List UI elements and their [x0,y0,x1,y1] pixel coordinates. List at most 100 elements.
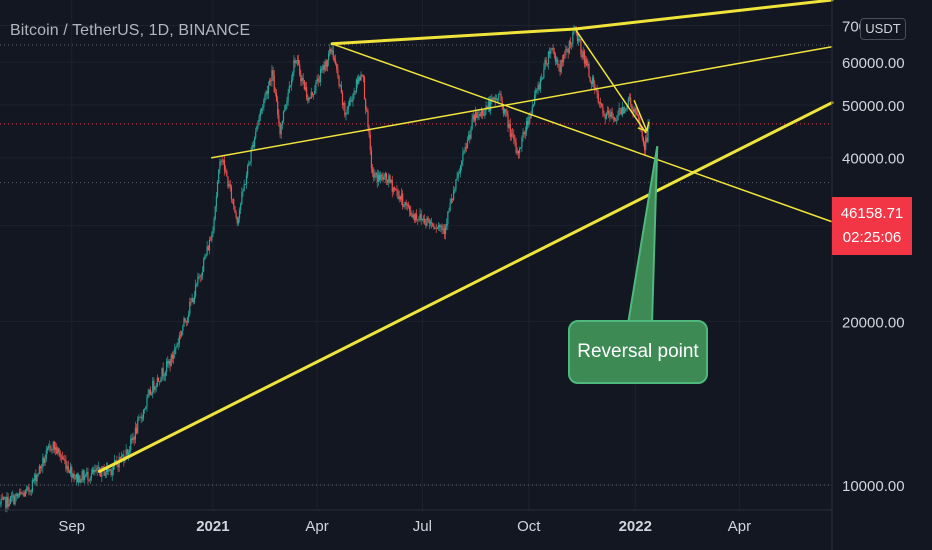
candle-body [557,59,559,65]
candle [240,202,242,215]
candle [30,489,32,497]
candle-body [301,77,303,82]
candle-body [71,466,73,478]
candle [181,331,183,338]
candle-body [536,89,538,91]
candle-body [89,477,91,481]
candle-body [446,223,448,226]
currency-button[interactable]: USDT [860,18,906,40]
candle-body [141,418,143,419]
candle [82,469,84,483]
candle-body [323,65,325,71]
candle-body [522,132,524,138]
candle-body [137,419,139,433]
candle [326,59,329,72]
reversal-callout[interactable]: Reversal point [568,320,708,384]
candle [643,140,646,155]
candle [141,414,143,422]
candle-body [234,206,236,213]
candle-body [65,460,67,469]
candle-body [38,466,40,475]
candle [149,386,152,396]
candle [545,56,547,67]
candle [93,466,95,476]
trendlines[interactable] [98,0,834,473]
candle [398,190,400,203]
candle [292,71,294,83]
candle-body [220,160,222,162]
candle-body [295,61,297,64]
candle-body [566,48,568,50]
candle-body [188,314,190,318]
candle-body [472,115,474,119]
candle-body [404,202,406,207]
candle [60,453,62,463]
candle-body [513,134,515,139]
time-axis[interactable]: Sep 2021 Apr Jul Oct 2022 Apr [0,509,832,535]
candle [459,164,462,178]
candle-body [94,470,96,472]
candle [169,358,171,372]
candle [297,54,300,66]
candle [555,56,558,65]
candle [435,223,437,233]
candle [483,109,485,117]
candle [42,453,44,474]
candle-body [441,225,443,230]
candle [536,88,538,94]
candle [517,150,520,160]
candle [321,66,323,73]
candle-body [164,371,167,376]
candle [94,464,96,476]
candle [53,440,55,454]
candle-body [45,450,47,460]
candle-body [508,124,510,128]
candle-body [447,211,449,224]
candle [613,116,616,123]
candle [347,101,349,115]
candle [135,423,138,435]
candle-body [597,93,599,103]
candle [444,223,447,240]
candle-body [456,177,458,180]
candle [179,330,182,340]
candle-body [44,459,46,464]
candle-body [326,60,329,67]
candle-body [201,271,204,276]
candle [413,213,415,224]
candle-body [4,496,6,498]
candle [587,58,589,69]
candle [561,55,563,67]
candle [66,461,68,474]
candle [352,93,354,107]
candle [312,93,315,100]
candle-body [157,377,160,382]
candle-body [193,296,196,303]
candle-body [30,490,32,492]
candle [598,101,601,108]
candle [527,116,529,130]
candle [285,104,287,111]
candle-body [214,206,216,219]
candle [361,74,363,77]
candle-body [528,117,530,126]
candle-body [64,459,66,461]
candle [462,147,464,167]
candle-body [88,480,90,481]
candle-body [549,51,551,54]
candle [4,496,6,500]
candle-body [611,111,613,118]
candle [488,96,491,113]
candle [395,188,397,191]
candle [15,492,17,502]
candle [44,454,46,467]
candle-body [562,54,565,63]
candle [164,370,167,382]
candle-body [90,473,93,478]
candle-body [558,64,560,66]
candle [642,136,644,147]
candle-body [197,276,199,284]
candle [263,97,265,112]
